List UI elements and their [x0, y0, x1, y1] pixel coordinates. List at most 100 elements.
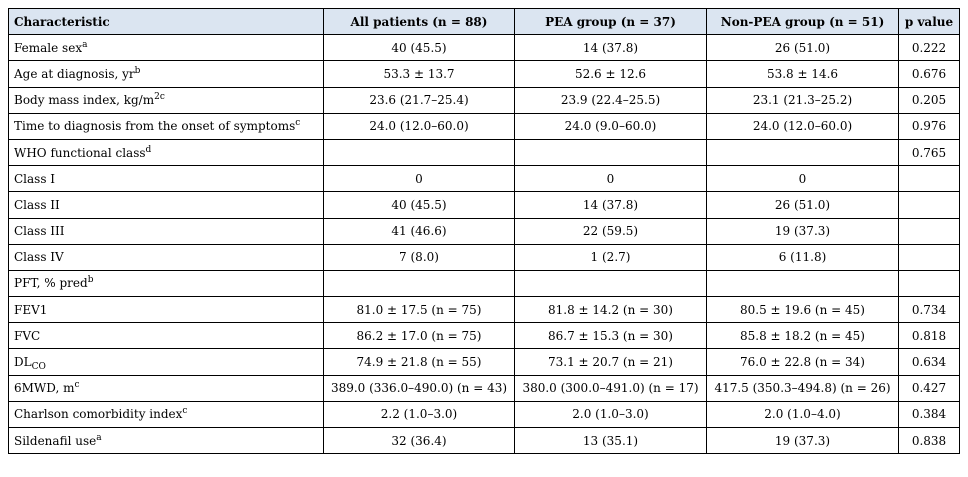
- cell-pea-group: 1 (2.7): [514, 243, 707, 271]
- header-characteristic: Characteristic: [8, 7, 324, 36]
- row-label: Sildenafil usea: [8, 426, 324, 455]
- row-label-text: Time to diagnosis from the onset of symp…: [14, 119, 296, 134]
- cell-pea-group: 380.0 (300.0–491.0) (n = 17): [514, 374, 707, 402]
- table-row: Time to diagnosis from the onset of symp…: [8, 112, 960, 140]
- cell-pea-group: 23.9 (22.4–25.5): [514, 86, 707, 114]
- table-row: Age at diagnosis, yrb 53.3 ± 13.7 52.6 ± 1…: [8, 60, 960, 88]
- cell-pea-group: 14 (37.8): [514, 34, 707, 62]
- row-label-footnote: c: [74, 380, 80, 391]
- cell-non-pea-group: 19 (37.3): [706, 426, 899, 455]
- cell-non-pea-group: 85.8 ± 18.2 (n = 45): [706, 322, 899, 350]
- table-row: DLCO 74.9 ± 21.8 (n = 55) 73.1 ± 20.7 (n =…: [8, 348, 960, 376]
- cell-p-value: [898, 217, 960, 245]
- row-label-text: WHO functional class: [14, 145, 146, 160]
- cell-all-patients: 24.0 (12.0–60.0): [323, 112, 515, 140]
- table-row: Body mass index, kg/m2c 23.6 (21.7–25.4) 2…: [8, 86, 960, 114]
- row-label: Body mass index, kg/m2c: [8, 86, 324, 114]
- cell-all-patients: [323, 269, 515, 298]
- row-label: Age at diagnosis, yrb: [8, 60, 324, 88]
- row-label-text: FEV1: [14, 302, 48, 317]
- cell-non-pea-group: 76.0 ± 22.8 (n = 34): [706, 348, 899, 376]
- cell-non-pea-group: 24.0 (12.0–60.0): [706, 112, 899, 140]
- row-label: Class II: [8, 191, 324, 219]
- cell-pea-group: [514, 269, 707, 298]
- cell-p-value: 0.976: [898, 112, 960, 140]
- cell-p-value: [898, 269, 960, 298]
- row-label-text: Charlson comorbidity index: [14, 407, 183, 422]
- cell-pea-group: 24.0 (9.0–60.0): [514, 112, 707, 140]
- row-label-footnote: a: [82, 39, 88, 50]
- row-label: Time to diagnosis from the onset of symp…: [8, 112, 324, 140]
- cell-all-patients: 53.3 ± 13.7: [323, 60, 515, 88]
- table-row: Class IV 7 (8.0) 1 (2.7) 6 (11.8): [8, 243, 960, 271]
- row-label: Class III: [8, 217, 324, 245]
- row-label-text: Body mass index, kg/m: [14, 93, 155, 108]
- cell-all-patients: 0: [323, 165, 515, 193]
- cell-p-value: 0.676: [898, 60, 960, 88]
- cell-non-pea-group: 26 (51.0): [706, 34, 899, 62]
- row-label: FVC: [8, 322, 324, 350]
- cell-p-value: 0.384: [898, 400, 960, 429]
- cell-pea-group: [514, 138, 707, 167]
- cell-all-patients: 74.9 ± 21.8 (n = 55): [323, 348, 515, 376]
- table-row: Class II 40 (45.5) 14 (37.8) 26 (51.0): [8, 191, 960, 219]
- header-pea-group: PEA group (n = 37): [514, 7, 707, 36]
- row-label-footnote: c: [182, 406, 188, 417]
- characteristics-table: Characteristic All patients (n = 88) PEA…: [8, 7, 960, 455]
- table-row: Female sexa 40 (45.5) 14 (37.8) 26 (51.0) 0.…: [8, 34, 960, 62]
- row-label-footnote: b: [87, 275, 94, 286]
- header-p-value: p value: [898, 7, 960, 36]
- cell-all-patients: 41 (46.6): [323, 217, 515, 245]
- cell-non-pea-group: 6 (11.8): [706, 243, 899, 271]
- cell-non-pea-group: 0: [706, 165, 899, 193]
- table-row: 6MWD, mc 389.0 (336.0–490.0) (n = 43) 380.…: [8, 374, 960, 402]
- table-row: WHO functional classd 0.765: [8, 138, 960, 167]
- cell-p-value: 0.427: [898, 374, 960, 402]
- row-label-footnote: 2c: [154, 92, 165, 103]
- row-label: FEV1: [8, 296, 324, 324]
- cell-non-pea-group: 417.5 (350.3–494.8) (n = 26): [706, 374, 899, 402]
- cell-non-pea-group: 80.5 ± 19.6 (n = 45): [706, 296, 899, 324]
- cell-non-pea-group: 23.1 (21.3–25.2): [706, 86, 899, 114]
- table-body: Female sexa 40 (45.5) 14 (37.8) 26 (51.0) 0.…: [8, 34, 960, 455]
- cell-p-value: [898, 165, 960, 193]
- cell-p-value: 0.838: [898, 426, 960, 455]
- row-label-text: Age at diagnosis, yr: [14, 66, 135, 81]
- cell-p-value: [898, 243, 960, 271]
- row-label: Class I: [8, 165, 324, 193]
- cell-all-patients: 389.0 (336.0–490.0) (n = 43): [323, 374, 515, 402]
- table-row: FVC 86.2 ± 17.0 (n = 75) 86.7 ± 15.3 (n = …: [8, 322, 960, 350]
- cell-pea-group: 13 (35.1): [514, 426, 707, 455]
- cell-non-pea-group: 19 (37.3): [706, 217, 899, 245]
- row-label-footnote: c: [295, 118, 301, 129]
- row-label-footnote: a: [96, 432, 102, 443]
- row-label-text: FVC: [14, 328, 41, 343]
- cell-pea-group: 86.7 ± 15.3 (n = 30): [514, 322, 707, 350]
- cell-all-patients: [323, 138, 515, 167]
- cell-non-pea-group: 53.8 ± 14.6: [706, 60, 899, 88]
- row-label-footnote: b: [134, 65, 141, 76]
- cell-all-patients: 40 (45.5): [323, 34, 515, 62]
- cell-p-value: 0.634: [898, 348, 960, 376]
- cell-p-value: 0.222: [898, 34, 960, 62]
- row-label-text: Class II: [14, 197, 60, 212]
- cell-p-value: [898, 191, 960, 219]
- cell-all-patients: 32 (36.4): [323, 426, 515, 455]
- cell-pea-group: 73.1 ± 20.7 (n = 21): [514, 348, 707, 376]
- row-label-text: Class III: [14, 224, 65, 239]
- row-label-text: Female sex: [14, 40, 83, 55]
- cell-all-patients: 23.6 (21.7–25.4): [323, 86, 515, 114]
- row-label-text: Class IV: [14, 250, 64, 265]
- cell-non-pea-group: [706, 138, 899, 167]
- row-label-text: Sildenafil use: [14, 433, 97, 448]
- row-label-text: 6MWD, m: [14, 381, 75, 396]
- row-label: Charlson comorbidity indexc: [8, 400, 324, 429]
- header-non-pea-group: Non-PEA group (n = 51): [706, 7, 899, 36]
- cell-pea-group: 0: [514, 165, 707, 193]
- cell-all-patients: 86.2 ± 17.0 (n = 75): [323, 322, 515, 350]
- cell-pea-group: 81.8 ± 14.2 (n = 30): [514, 296, 707, 324]
- cell-pea-group: 2.0 (1.0–3.0): [514, 400, 707, 429]
- cell-all-patients: 40 (45.5): [323, 191, 515, 219]
- cell-pea-group: 14 (37.8): [514, 191, 707, 219]
- row-label-text: DL: [14, 355, 32, 370]
